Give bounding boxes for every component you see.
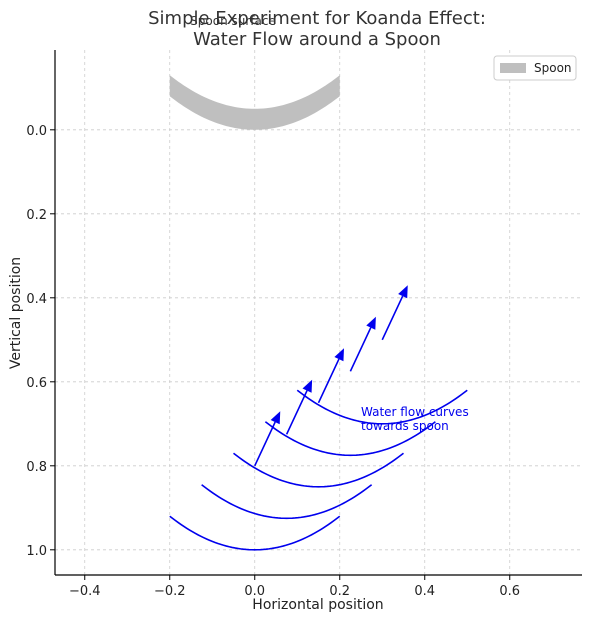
annotation-line2: towards spoon — [361, 419, 449, 433]
flow-arrow-head — [270, 411, 281, 425]
x-axis-label: Horizontal position — [252, 597, 383, 613]
flow-arrow-shaft — [254, 421, 276, 467]
chart-title-line1: Simple Experiment for Koanda Effect: — [148, 8, 486, 29]
y-axis-label: Vertical position — [8, 257, 24, 369]
arrow-layer — [254, 285, 408, 467]
y-tick-label: 0.2 — [26, 208, 47, 223]
spoon-layer — [169, 75, 340, 130]
y-tick-label: 0.6 — [26, 376, 47, 391]
spoon-shape — [169, 75, 340, 130]
flow-curve — [169, 515, 341, 551]
legend-label-spoon: Spoon — [534, 61, 572, 75]
x-ticks: −0.4 −0.2 0.0 0.2 0.4 0.6 — [69, 575, 520, 599]
y-tick-label: 1.0 — [26, 544, 47, 559]
flow-curve — [201, 484, 373, 520]
legend-swatch-spoon — [500, 63, 526, 73]
flow-arrow-shaft — [317, 358, 340, 404]
x-tick-label: 0.0 — [244, 584, 265, 599]
flow-arrow-head — [366, 316, 376, 330]
x-tick-label: 0.6 — [499, 584, 520, 599]
y-tick-label: 0.8 — [26, 460, 47, 475]
flow-arrow-shaft — [381, 295, 404, 341]
flow-arrow-shaft — [349, 327, 372, 372]
y-ticks: 0.0 0.2 0.4 0.6 0.8 1.0 — [26, 124, 55, 559]
spoon-surface-label: Spoon surface — [190, 14, 276, 28]
legend-box — [493, 55, 577, 81]
flow-arrow-head — [302, 379, 313, 393]
y-tick-label: 0.4 — [26, 292, 47, 307]
chart-title-line2: Water Flow around a Spoon — [193, 29, 441, 50]
flow-curve — [233, 452, 404, 488]
flow-layer — [169, 389, 468, 551]
x-tick-label: 0.2 — [329, 584, 350, 599]
x-tick-label: −0.4 — [69, 584, 101, 599]
flow-arrow-head — [398, 285, 408, 299]
legend: Spoon — [493, 55, 577, 81]
flow-arrow-shaft — [285, 390, 308, 435]
flow-curve — [264, 421, 436, 457]
x-tick-label: −0.2 — [154, 584, 186, 599]
annotation-line1: Water flow curves — [361, 405, 469, 419]
x-tick-label: 0.4 — [414, 584, 435, 599]
y-tick-label: 0.0 — [26, 124, 47, 139]
grid — [55, 50, 582, 575]
flow-curve — [296, 389, 468, 425]
flow-arrow-head — [334, 348, 344, 362]
